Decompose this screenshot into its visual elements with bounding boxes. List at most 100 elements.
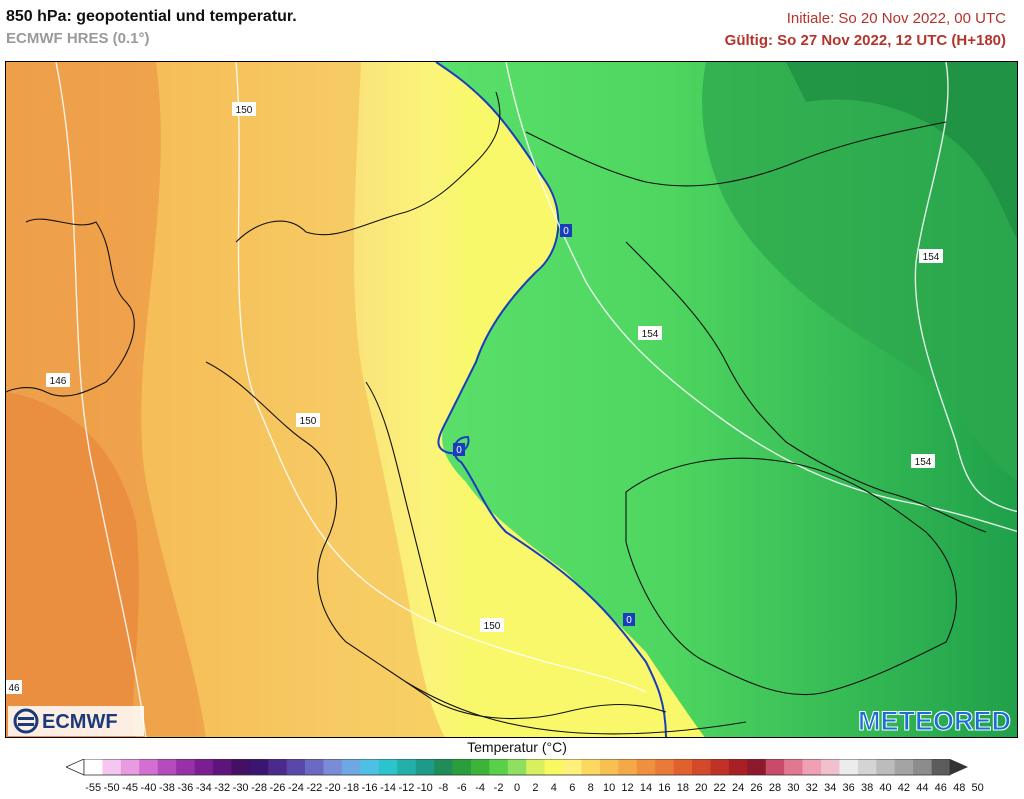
contour-label: 154 [923,252,940,263]
colorbar-swatch [415,759,435,775]
colorbar-tick-label: 2 [532,782,539,794]
colorbar-tick-label: -2 [493,782,504,794]
colorbar-tick-label: 40 [879,782,892,794]
colorbar-tick-label: -6 [456,782,467,794]
colorbar-tick-label: -20 [324,782,341,794]
colorbar-tick-label: -45 [122,782,139,794]
colorbar-arrow-right [950,759,968,775]
colorbar-tick-label: 0 [513,782,521,794]
header-left: 850 hPa: geopotential und temperatur. EC… [6,6,297,50]
colorbar-tick-label: 38 [860,782,874,794]
ecmwf-logo: ECMWF [8,706,144,736]
colorbar-tick-label: 32 [805,782,818,794]
ecmwf-logo-text: ECMWF [42,711,118,733]
colorbar-swatch [268,759,287,775]
colorbar-tick-label: 50 [971,782,984,794]
colorbar-swatch [894,759,914,775]
colorbar-tick-label: 36 [842,782,855,794]
colorbar-swatch [84,759,103,775]
colorbar-swatch [821,759,840,775]
contour-146 [55,62,147,737]
colorbar-tick-label: -30 [232,782,249,794]
valid-time: Gültig: So 27 Nov 2022, 12 UTC (H+180) [724,32,1006,49]
colorbar-swatch [636,759,656,775]
colorbar-tick-label: 18 [676,782,689,794]
colorbar-tick-label: -40 [140,782,157,794]
isotherm-label: 0 [563,226,569,237]
colorbar-swatch [857,759,877,775]
colorbar-swatch [452,759,472,775]
map-title: 850 hPa: geopotential und temperatur. [6,8,297,25]
colorbar-tick-label: -22 [306,782,323,794]
colorbar-tick-label: 10 [603,782,616,794]
colorbar-swatch [286,759,306,775]
colorbar-arrow-left [66,759,85,776]
colorbar-swatch [231,759,251,775]
colorbar-tick-label: 12 [621,782,634,794]
colorbar-tick-label: -18 [343,782,360,794]
colorbar-swatch [323,759,343,775]
colorbar-swatch [360,759,380,775]
colorbar-swatch [434,759,453,775]
colorbar-swatch [507,759,527,775]
contour-label: 150 [236,105,253,116]
colorbar-swatch [176,759,195,775]
colorbar-swatch [784,759,803,775]
colorbar-swatch [563,759,582,775]
contour-154-east [914,62,1017,513]
colorbar-swatch [378,759,398,775]
colorbar-swatch [913,759,932,775]
colorbar-swatch [249,759,269,775]
colorbar-tick-label: -24 [287,782,304,794]
colorbar-swatch [581,759,601,775]
colorbar-tick-label: -55 [85,782,102,794]
zero-isotherm [435,62,667,737]
colorbar-swatch [839,759,859,775]
colorbar-swatch [765,759,785,775]
colorbar-tick-label: -14 [380,782,396,794]
colorbar-swatch [489,759,509,775]
colorbar-tick-label: -8 [438,782,449,794]
colorbar-swatch [120,759,140,775]
colorbar-tick-label: 22 [713,782,726,794]
colorbar-tick-label: 42 [897,782,911,794]
meteored-logo: METEORED [858,706,1011,736]
colorbar-swatch [802,759,822,775]
init-time: Initiale: So 20 Nov 2022, 00 UTC [786,10,1006,27]
colorbar-swatch [599,759,619,775]
colorbar-tick-label: -12 [398,782,415,794]
contour-label: 146 [50,376,67,387]
colorbar-swatch [157,759,177,775]
colorbar-tick-label: 16 [658,782,671,794]
colorbar-ticks: -55 -50 -45 -40 -38 -36 -34 -32 -30 -28 -26 -24 -22-… [66,782,984,798]
header-right: Initiale: So 20 Nov 2022, 00 UTC Gültig:… [725,8,1006,52]
borders [6,91,987,735]
colorbar-scale [66,759,968,776]
colorbar-tick-label: 48 [953,782,966,794]
weather-map: 150 146 150 154 154 154 150 46 0 0 0 [5,61,1018,738]
colorbar-tick-label: -32 [214,782,231,794]
contour-154 [505,62,1017,533]
mild-zone [141,62,445,737]
isotherm-label: 0 [456,445,462,456]
colorbar-tick-label: 26 [750,782,763,794]
colorbar-swatch [341,759,361,775]
colorbar-tick-label: 44 [916,782,929,794]
colorbar-tick-label: -28 [251,782,267,794]
colorbar-swatch [618,759,638,775]
contour-150 [235,62,647,693]
colorbar-tick-label: -36 [177,782,194,794]
colorbar-tick-label: -4 [475,782,486,794]
colorbar-swatch [397,759,416,775]
colorbar-tick-label: 20 [695,782,708,794]
colorbar-tick-label: -34 [195,782,212,794]
colorbar-tick-label: 6 [569,782,576,794]
colorbar-swatch [526,759,545,775]
colorbar-swatch [305,759,324,775]
colorbar-tick-label: 14 [639,782,653,794]
contour-label: 154 [642,329,659,340]
colorbar-swatch [728,759,748,775]
colorbar-tick-label: -16 [361,782,378,794]
warm-southwest-zone [6,392,139,737]
colorbar-swatch [655,759,674,775]
